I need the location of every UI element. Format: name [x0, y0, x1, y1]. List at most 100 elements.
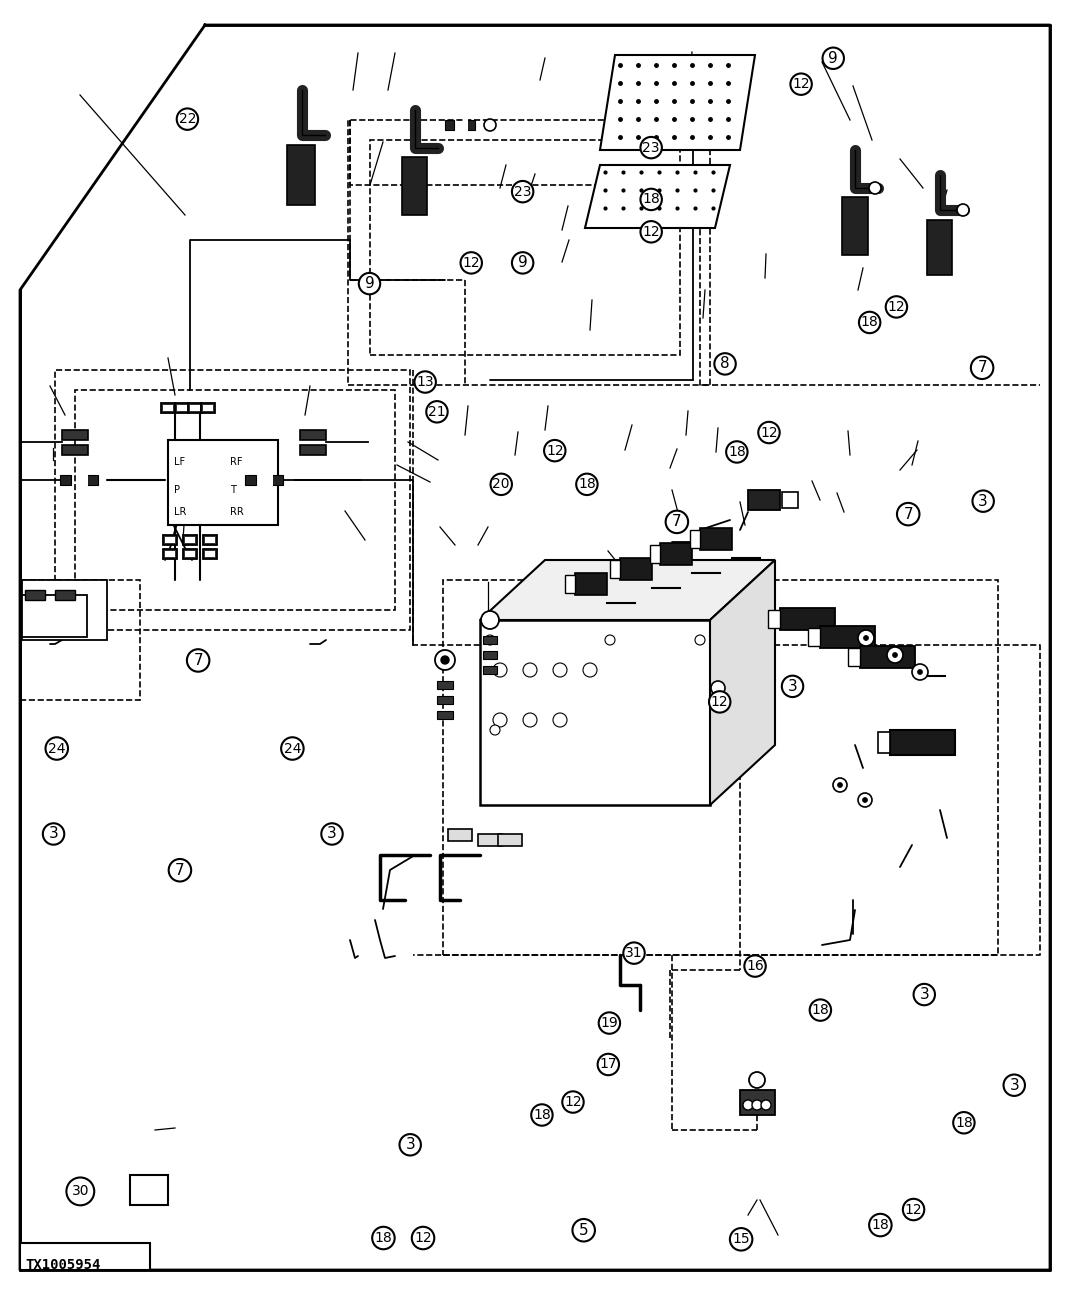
- Circle shape: [838, 782, 843, 787]
- Bar: [660, 543, 692, 565]
- Circle shape: [623, 943, 645, 963]
- Bar: [183, 535, 197, 545]
- Circle shape: [972, 491, 994, 512]
- Bar: [890, 730, 955, 755]
- Circle shape: [714, 354, 736, 374]
- Bar: [782, 492, 798, 508]
- Circle shape: [598, 1054, 619, 1075]
- Circle shape: [461, 253, 482, 273]
- Bar: [650, 545, 660, 563]
- Circle shape: [562, 1092, 584, 1112]
- Circle shape: [605, 635, 615, 645]
- Circle shape: [918, 670, 922, 675]
- Polygon shape: [585, 164, 730, 228]
- Bar: [466, 120, 476, 130]
- Bar: [245, 475, 256, 486]
- Circle shape: [512, 181, 533, 202]
- Bar: [483, 636, 497, 644]
- Circle shape: [957, 205, 969, 216]
- Circle shape: [491, 474, 512, 495]
- Text: 3: 3: [405, 1137, 416, 1153]
- Text: RF: RF: [230, 457, 242, 467]
- Circle shape: [435, 650, 455, 670]
- Bar: [842, 197, 868, 255]
- Text: T: T: [230, 486, 236, 495]
- Bar: [620, 558, 652, 580]
- Text: 9: 9: [517, 255, 528, 271]
- Circle shape: [711, 681, 725, 695]
- Circle shape: [892, 653, 897, 658]
- Text: 19: 19: [601, 1017, 618, 1030]
- Text: 3: 3: [978, 493, 989, 509]
- Bar: [271, 475, 283, 486]
- Circle shape: [321, 824, 343, 844]
- Text: 12: 12: [463, 256, 480, 269]
- Circle shape: [695, 635, 705, 645]
- Circle shape: [412, 1226, 435, 1250]
- Bar: [75, 390, 395, 610]
- Text: 23: 23: [643, 141, 660, 154]
- Text: 16: 16: [746, 960, 764, 973]
- Bar: [25, 591, 45, 600]
- Circle shape: [576, 474, 598, 495]
- Circle shape: [858, 793, 872, 807]
- Bar: [165, 550, 175, 557]
- Circle shape: [553, 714, 567, 726]
- Bar: [130, 1175, 168, 1206]
- Bar: [848, 648, 860, 666]
- Bar: [185, 537, 195, 543]
- Text: 31: 31: [625, 947, 643, 960]
- Bar: [190, 405, 200, 411]
- Circle shape: [399, 1134, 421, 1155]
- Bar: [498, 834, 522, 846]
- Bar: [161, 403, 175, 413]
- Bar: [287, 145, 315, 205]
- Circle shape: [66, 1177, 94, 1206]
- Circle shape: [187, 649, 210, 672]
- Text: 12: 12: [564, 1096, 582, 1109]
- Circle shape: [523, 663, 537, 677]
- Bar: [22, 594, 87, 637]
- Bar: [205, 537, 215, 543]
- Circle shape: [897, 502, 919, 526]
- Text: 22: 22: [179, 113, 196, 126]
- Text: 7: 7: [978, 360, 986, 376]
- Circle shape: [744, 956, 766, 976]
- Bar: [163, 405, 174, 411]
- Circle shape: [858, 629, 874, 646]
- Polygon shape: [600, 54, 755, 150]
- Text: RR: RR: [230, 508, 244, 517]
- Bar: [300, 430, 326, 440]
- Circle shape: [709, 692, 730, 712]
- Bar: [205, 550, 215, 557]
- Bar: [165, 537, 175, 543]
- Circle shape: [640, 221, 662, 242]
- Circle shape: [886, 297, 907, 317]
- Bar: [62, 430, 88, 440]
- Text: 18: 18: [533, 1109, 550, 1121]
- Circle shape: [583, 663, 597, 677]
- Text: 12: 12: [711, 695, 728, 708]
- Bar: [188, 403, 202, 413]
- Circle shape: [743, 1099, 753, 1110]
- Bar: [203, 549, 217, 559]
- Circle shape: [870, 1213, 891, 1237]
- Bar: [183, 549, 197, 559]
- Text: 12: 12: [905, 1203, 922, 1216]
- Circle shape: [43, 824, 64, 844]
- Text: 3: 3: [787, 679, 798, 694]
- Circle shape: [359, 273, 380, 294]
- Bar: [163, 535, 177, 545]
- Bar: [369, 140, 680, 355]
- Bar: [927, 220, 952, 275]
- Bar: [20, 1243, 150, 1270]
- Text: 18: 18: [812, 1004, 829, 1017]
- Circle shape: [169, 859, 191, 882]
- Bar: [55, 370, 410, 629]
- Bar: [203, 535, 217, 545]
- Text: 18: 18: [375, 1232, 392, 1244]
- Text: 24: 24: [48, 742, 65, 755]
- Bar: [808, 628, 820, 646]
- Bar: [444, 120, 454, 130]
- Bar: [443, 580, 998, 954]
